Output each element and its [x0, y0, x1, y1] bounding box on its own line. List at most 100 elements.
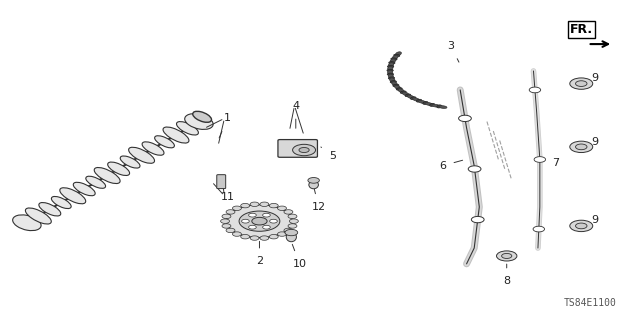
Ellipse shape [390, 81, 396, 83]
Text: 1: 1 [219, 113, 231, 138]
Circle shape [468, 166, 481, 172]
Circle shape [288, 214, 297, 219]
Ellipse shape [401, 91, 406, 93]
Ellipse shape [392, 82, 397, 86]
Ellipse shape [413, 98, 420, 101]
Circle shape [241, 204, 250, 208]
Text: 7: 7 [538, 158, 559, 168]
Text: 2: 2 [256, 241, 263, 266]
Ellipse shape [39, 203, 61, 216]
Ellipse shape [193, 111, 211, 122]
Ellipse shape [185, 114, 213, 130]
Circle shape [262, 225, 270, 229]
Circle shape [232, 232, 241, 236]
Circle shape [289, 219, 298, 223]
Ellipse shape [120, 156, 140, 168]
Circle shape [284, 228, 293, 233]
Ellipse shape [390, 59, 396, 63]
Ellipse shape [439, 106, 447, 108]
Circle shape [269, 234, 278, 239]
Ellipse shape [388, 70, 393, 74]
Circle shape [227, 205, 292, 238]
Circle shape [252, 217, 267, 225]
Circle shape [472, 216, 484, 223]
Ellipse shape [395, 85, 401, 89]
Ellipse shape [405, 94, 411, 97]
Circle shape [288, 224, 297, 228]
Circle shape [239, 211, 280, 231]
Circle shape [232, 206, 241, 211]
Circle shape [221, 219, 230, 223]
Ellipse shape [437, 105, 442, 108]
Text: 4: 4 [292, 101, 300, 128]
Ellipse shape [410, 97, 416, 100]
Circle shape [222, 214, 231, 219]
Ellipse shape [398, 89, 404, 93]
Ellipse shape [432, 104, 440, 107]
Circle shape [248, 213, 256, 217]
Circle shape [226, 228, 235, 233]
Ellipse shape [417, 99, 422, 102]
Text: 5: 5 [321, 147, 336, 161]
Circle shape [570, 220, 593, 232]
Circle shape [278, 232, 287, 236]
Text: TS84E1100: TS84E1100 [563, 298, 616, 308]
FancyBboxPatch shape [278, 140, 317, 157]
Ellipse shape [388, 63, 394, 67]
Circle shape [248, 225, 256, 229]
Text: 9: 9 [581, 137, 599, 147]
Ellipse shape [429, 103, 435, 106]
Circle shape [575, 81, 587, 86]
Ellipse shape [391, 58, 397, 60]
Ellipse shape [388, 66, 393, 70]
Text: 6: 6 [439, 160, 463, 171]
Ellipse shape [394, 54, 400, 57]
Ellipse shape [396, 88, 403, 90]
Ellipse shape [309, 181, 319, 189]
Circle shape [285, 229, 298, 236]
Circle shape [278, 206, 287, 211]
Ellipse shape [155, 136, 174, 148]
Ellipse shape [393, 84, 399, 87]
Circle shape [575, 144, 587, 150]
Circle shape [533, 226, 545, 232]
Circle shape [529, 87, 541, 93]
Circle shape [226, 210, 235, 214]
Ellipse shape [392, 55, 398, 59]
Circle shape [502, 253, 512, 258]
Circle shape [260, 202, 269, 206]
Circle shape [292, 144, 316, 156]
Ellipse shape [390, 78, 395, 82]
Ellipse shape [388, 62, 395, 64]
Ellipse shape [163, 127, 189, 143]
Ellipse shape [51, 197, 71, 209]
Text: 11: 11 [221, 181, 235, 203]
Ellipse shape [177, 122, 198, 135]
Circle shape [284, 210, 293, 214]
Circle shape [497, 251, 517, 261]
Text: 9: 9 [581, 73, 599, 84]
Ellipse shape [387, 65, 394, 68]
Circle shape [570, 78, 593, 89]
Circle shape [250, 236, 259, 240]
FancyBboxPatch shape [217, 175, 226, 189]
Text: 10: 10 [292, 244, 307, 269]
Ellipse shape [388, 74, 394, 78]
Ellipse shape [403, 92, 409, 96]
Circle shape [534, 157, 545, 162]
Circle shape [269, 219, 277, 223]
Ellipse shape [108, 162, 129, 175]
Circle shape [260, 236, 269, 240]
Ellipse shape [286, 232, 296, 242]
Ellipse shape [74, 182, 95, 196]
Ellipse shape [387, 69, 394, 71]
Circle shape [222, 224, 231, 228]
Circle shape [570, 141, 593, 152]
Text: 8: 8 [503, 264, 510, 286]
Ellipse shape [407, 95, 414, 99]
Ellipse shape [396, 52, 401, 56]
Ellipse shape [419, 100, 426, 103]
Text: 9: 9 [581, 215, 599, 225]
Text: FR.: FR. [570, 23, 593, 36]
Circle shape [308, 178, 319, 183]
